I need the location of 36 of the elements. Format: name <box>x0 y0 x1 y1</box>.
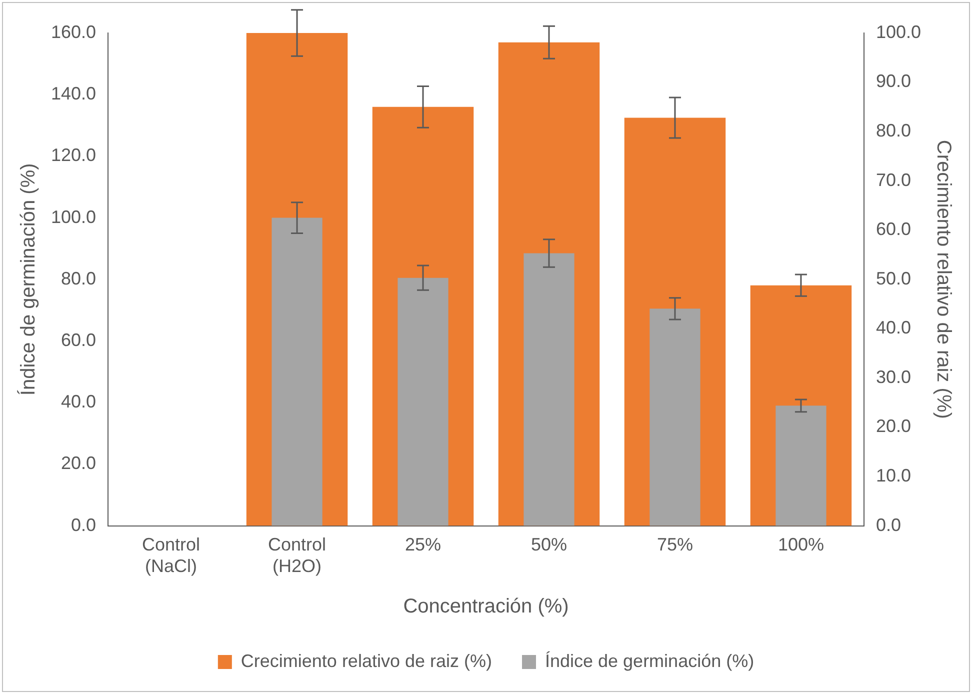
y2-tick-label: 100.0 <box>876 22 922 42</box>
y2-tick-label: 60.0 <box>876 219 912 240</box>
y-tick-label: 20.0 <box>60 453 96 474</box>
y2-tick-label: 0.0 <box>876 514 901 535</box>
x-tick-label: Control (H2O) <box>268 534 326 576</box>
y2-tick-label: 10.0 <box>876 465 912 486</box>
bar <box>650 308 700 526</box>
y-tick-label: 140.0 <box>50 84 96 104</box>
y2-tick-label: 80.0 <box>876 120 912 141</box>
x-tick-label: 75% <box>656 534 693 555</box>
y-tick-label: 0.0 <box>71 514 96 535</box>
bar <box>398 278 448 526</box>
y2-tick-label: 90.0 <box>876 71 912 92</box>
y2-tick-label: 70.0 <box>876 170 912 190</box>
y2-tick-label: 50.0 <box>876 268 912 288</box>
y-tick-label: 160.0 <box>50 22 96 42</box>
bar <box>524 253 574 526</box>
x-axis-title: Concentración (%) <box>403 596 569 618</box>
legend-label: Índice de germinación (%) <box>544 650 754 671</box>
y2-axis-title: Crecimiento relativo de raiz (%) <box>932 140 954 419</box>
y-tick-label: 80.0 <box>60 268 96 288</box>
x-tick-label: 50% <box>530 534 568 555</box>
legend-label: Crecimiento relativo de raiz (%) <box>240 650 492 671</box>
y-tick-label: 120.0 <box>50 145 96 166</box>
y-tick-label: 60.0 <box>60 330 96 350</box>
x-tick-label: 100% <box>778 534 824 555</box>
y-axis-title: Índice de germinación (%) <box>16 163 40 396</box>
y2-tick-label: 20.0 <box>876 416 912 436</box>
bar <box>272 218 322 526</box>
y2-tick-label: 40.0 <box>876 318 912 338</box>
y-tick-label: 40.0 <box>60 392 96 412</box>
x-tick-label: Control (NaCl) <box>142 534 200 576</box>
y-tick-label: 100.0 <box>50 206 96 227</box>
x-tick-label: 25% <box>404 534 442 555</box>
y2-tick-label: 30.0 <box>876 366 912 387</box>
bar <box>776 406 826 526</box>
